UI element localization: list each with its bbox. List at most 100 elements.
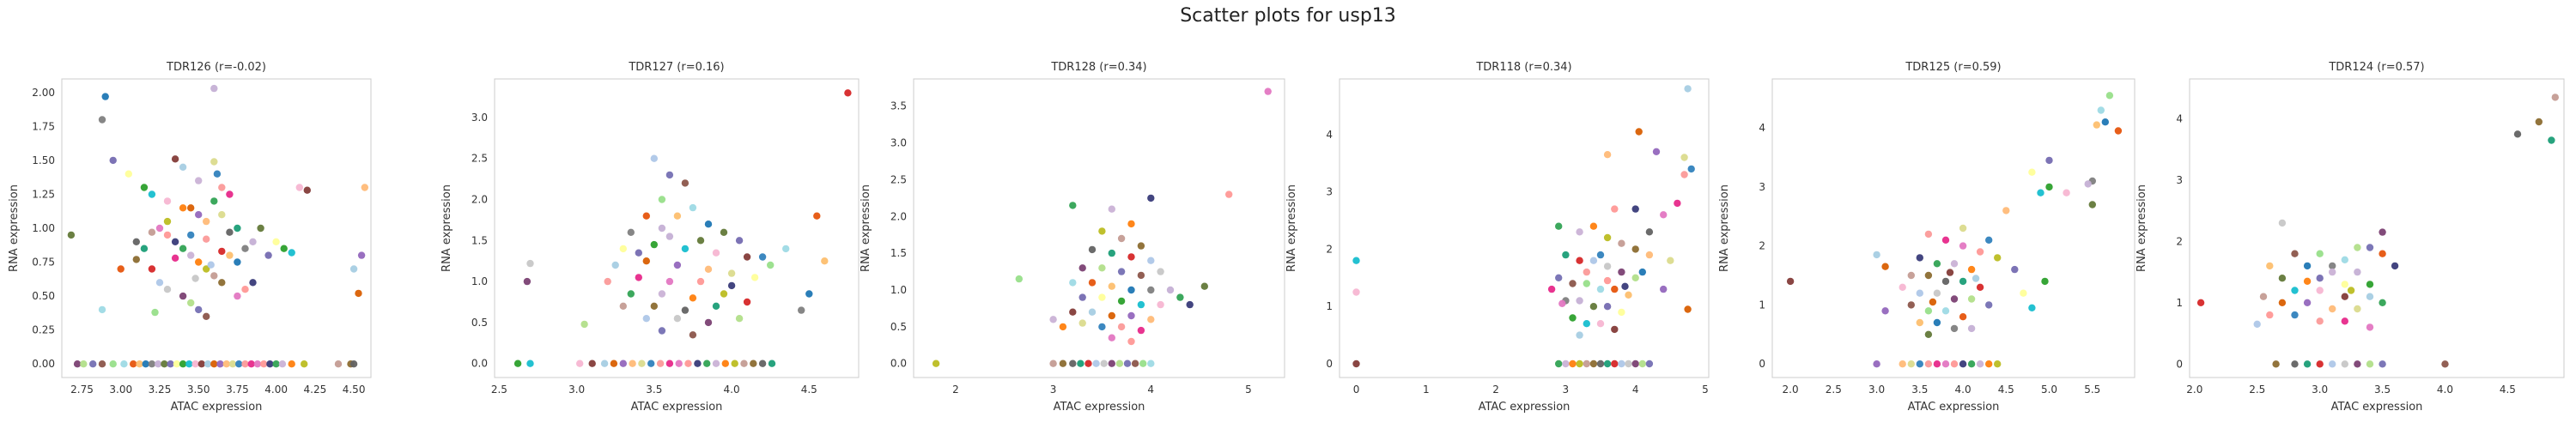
scatter-point — [1611, 205, 1619, 213]
scatter-point — [2329, 262, 2336, 270]
y-axis-label: RNA expression — [8, 184, 21, 272]
plot-area — [494, 78, 860, 378]
scatter-point — [1147, 360, 1155, 367]
x-tick-label: 4 — [1632, 384, 1639, 396]
scatter-point — [1069, 279, 1077, 287]
x-tick-label: 3.0 — [1868, 384, 1885, 396]
chart-panel-6: TDR124 (r=0.57) 2.0 2.5 3.0 3.5 4.0 4.5 0 1 2 3 4 AT… — [2136, 61, 2565, 414]
scatter-point — [253, 360, 262, 368]
y-tick-label: 1.25 — [32, 188, 55, 200]
y-tick-label: 0.5 — [471, 317, 488, 329]
scatter-point — [1933, 360, 1941, 368]
x-tick-label: 2.5 — [491, 384, 507, 396]
scatter-point — [721, 360, 729, 367]
scatter-point — [210, 197, 218, 205]
x-tick-label: 2 — [952, 384, 959, 396]
scatter-point — [1873, 251, 1880, 259]
scatter-point — [2316, 287, 2324, 294]
y-tick-label: 0 — [1759, 358, 1765, 370]
x-tick-label: 4.0 — [2437, 384, 2453, 396]
scatter-point — [844, 89, 852, 97]
scatter-point — [1078, 264, 1086, 272]
scatter-point — [1049, 316, 1057, 323]
scatter-point — [187, 299, 195, 307]
scatter-point — [1684, 305, 1692, 313]
scatter-point — [2341, 281, 2348, 288]
scatter-point — [767, 261, 775, 269]
scatter-point — [1680, 171, 1688, 178]
scatter-point — [2316, 317, 2324, 325]
scatter-point — [1108, 249, 1116, 257]
scatter-point — [1941, 236, 1950, 244]
scatter-point — [132, 256, 140, 263]
x-tick-label: 2.0 — [2186, 384, 2202, 396]
scatter-point — [2379, 360, 2386, 368]
scatter-point — [2278, 219, 2287, 227]
scatter-point — [1959, 224, 1967, 233]
scatter-point — [195, 177, 203, 184]
scatter-point — [656, 360, 665, 367]
scatter-point — [187, 231, 195, 239]
scatter-point — [1098, 264, 1106, 272]
y-tick-label: 2.5 — [890, 173, 907, 185]
y-tick-label: 2.5 — [471, 153, 488, 165]
y-tick-label: 0.0 — [471, 358, 488, 370]
x-tick-label: 2.5 — [2249, 384, 2265, 396]
scatter-point — [2291, 360, 2299, 368]
chart-panel-1: TDR126 (r=-0.02) 2.75 3.00 3.25 3.50 3.75 4.00… — [8, 61, 372, 414]
scatter-point — [1907, 360, 1915, 368]
scatter-point — [1059, 360, 1067, 367]
scatter-point — [1976, 360, 1984, 368]
scatter-point — [1645, 360, 1654, 368]
scatter-point — [210, 84, 218, 93]
scatter-point — [1137, 242, 1145, 250]
scatter-point — [694, 360, 702, 367]
x-tick-label: 4.5 — [1998, 384, 2014, 396]
scatter-point — [1618, 239, 1625, 247]
scatter-point — [2101, 118, 2109, 126]
scatter-point — [179, 163, 187, 171]
scatter-point — [658, 196, 666, 203]
scatter-point — [2379, 228, 2386, 236]
scatter-point — [735, 315, 744, 323]
x-tick-label: 5.5 — [2084, 384, 2100, 396]
scatter-point — [1667, 257, 1674, 264]
y-tick-label: 2 — [1759, 240, 1765, 252]
scatter-point — [689, 294, 697, 302]
scatter-point — [216, 360, 224, 368]
scatter-point — [2303, 299, 2312, 306]
scatter-point — [218, 247, 226, 256]
scatter-point — [1147, 194, 1155, 202]
x-tick-label: 2.5 — [1826, 384, 1842, 396]
scatter-point — [523, 277, 532, 286]
scatter-point — [1603, 263, 1612, 270]
scatter-point — [1157, 300, 1164, 309]
chart-title: TDR124 (r=0.57) — [2328, 61, 2424, 74]
scatter-point — [1941, 307, 1950, 315]
scatter-point — [681, 306, 690, 314]
scatter-point — [125, 170, 132, 178]
scatter-point — [163, 231, 172, 239]
scatter-point — [2316, 250, 2324, 257]
scatter-point — [1352, 257, 1360, 264]
scatter-point — [191, 275, 199, 282]
scatter-point — [266, 360, 274, 368]
scatter-point — [2379, 299, 2386, 306]
scatter-point — [1603, 276, 1612, 285]
x-tick-label: 3.75 — [226, 384, 249, 396]
scatter-point — [155, 360, 162, 368]
scatter-point — [1562, 360, 1570, 368]
scatter-point — [2063, 189, 2070, 196]
y-axis-label: RNA expression — [1718, 184, 1731, 272]
x-tick-label: 3.5 — [2374, 384, 2391, 396]
scatter-point — [130, 360, 137, 368]
scatter-point — [1576, 228, 1583, 236]
scatter-point — [142, 360, 149, 368]
scatter-point — [704, 265, 713, 273]
scatter-point — [249, 279, 257, 287]
scatter-point — [642, 315, 650, 323]
y-tick-label: 3.0 — [890, 137, 907, 149]
y-tick-label: 1 — [1759, 299, 1765, 311]
scatter-point — [704, 221, 713, 228]
chart-panel-2: TDR127 (r=0.16) 2.5 3.0 3.5 4.0 4.5 0.0 0.5 1.0 1… — [440, 61, 860, 414]
